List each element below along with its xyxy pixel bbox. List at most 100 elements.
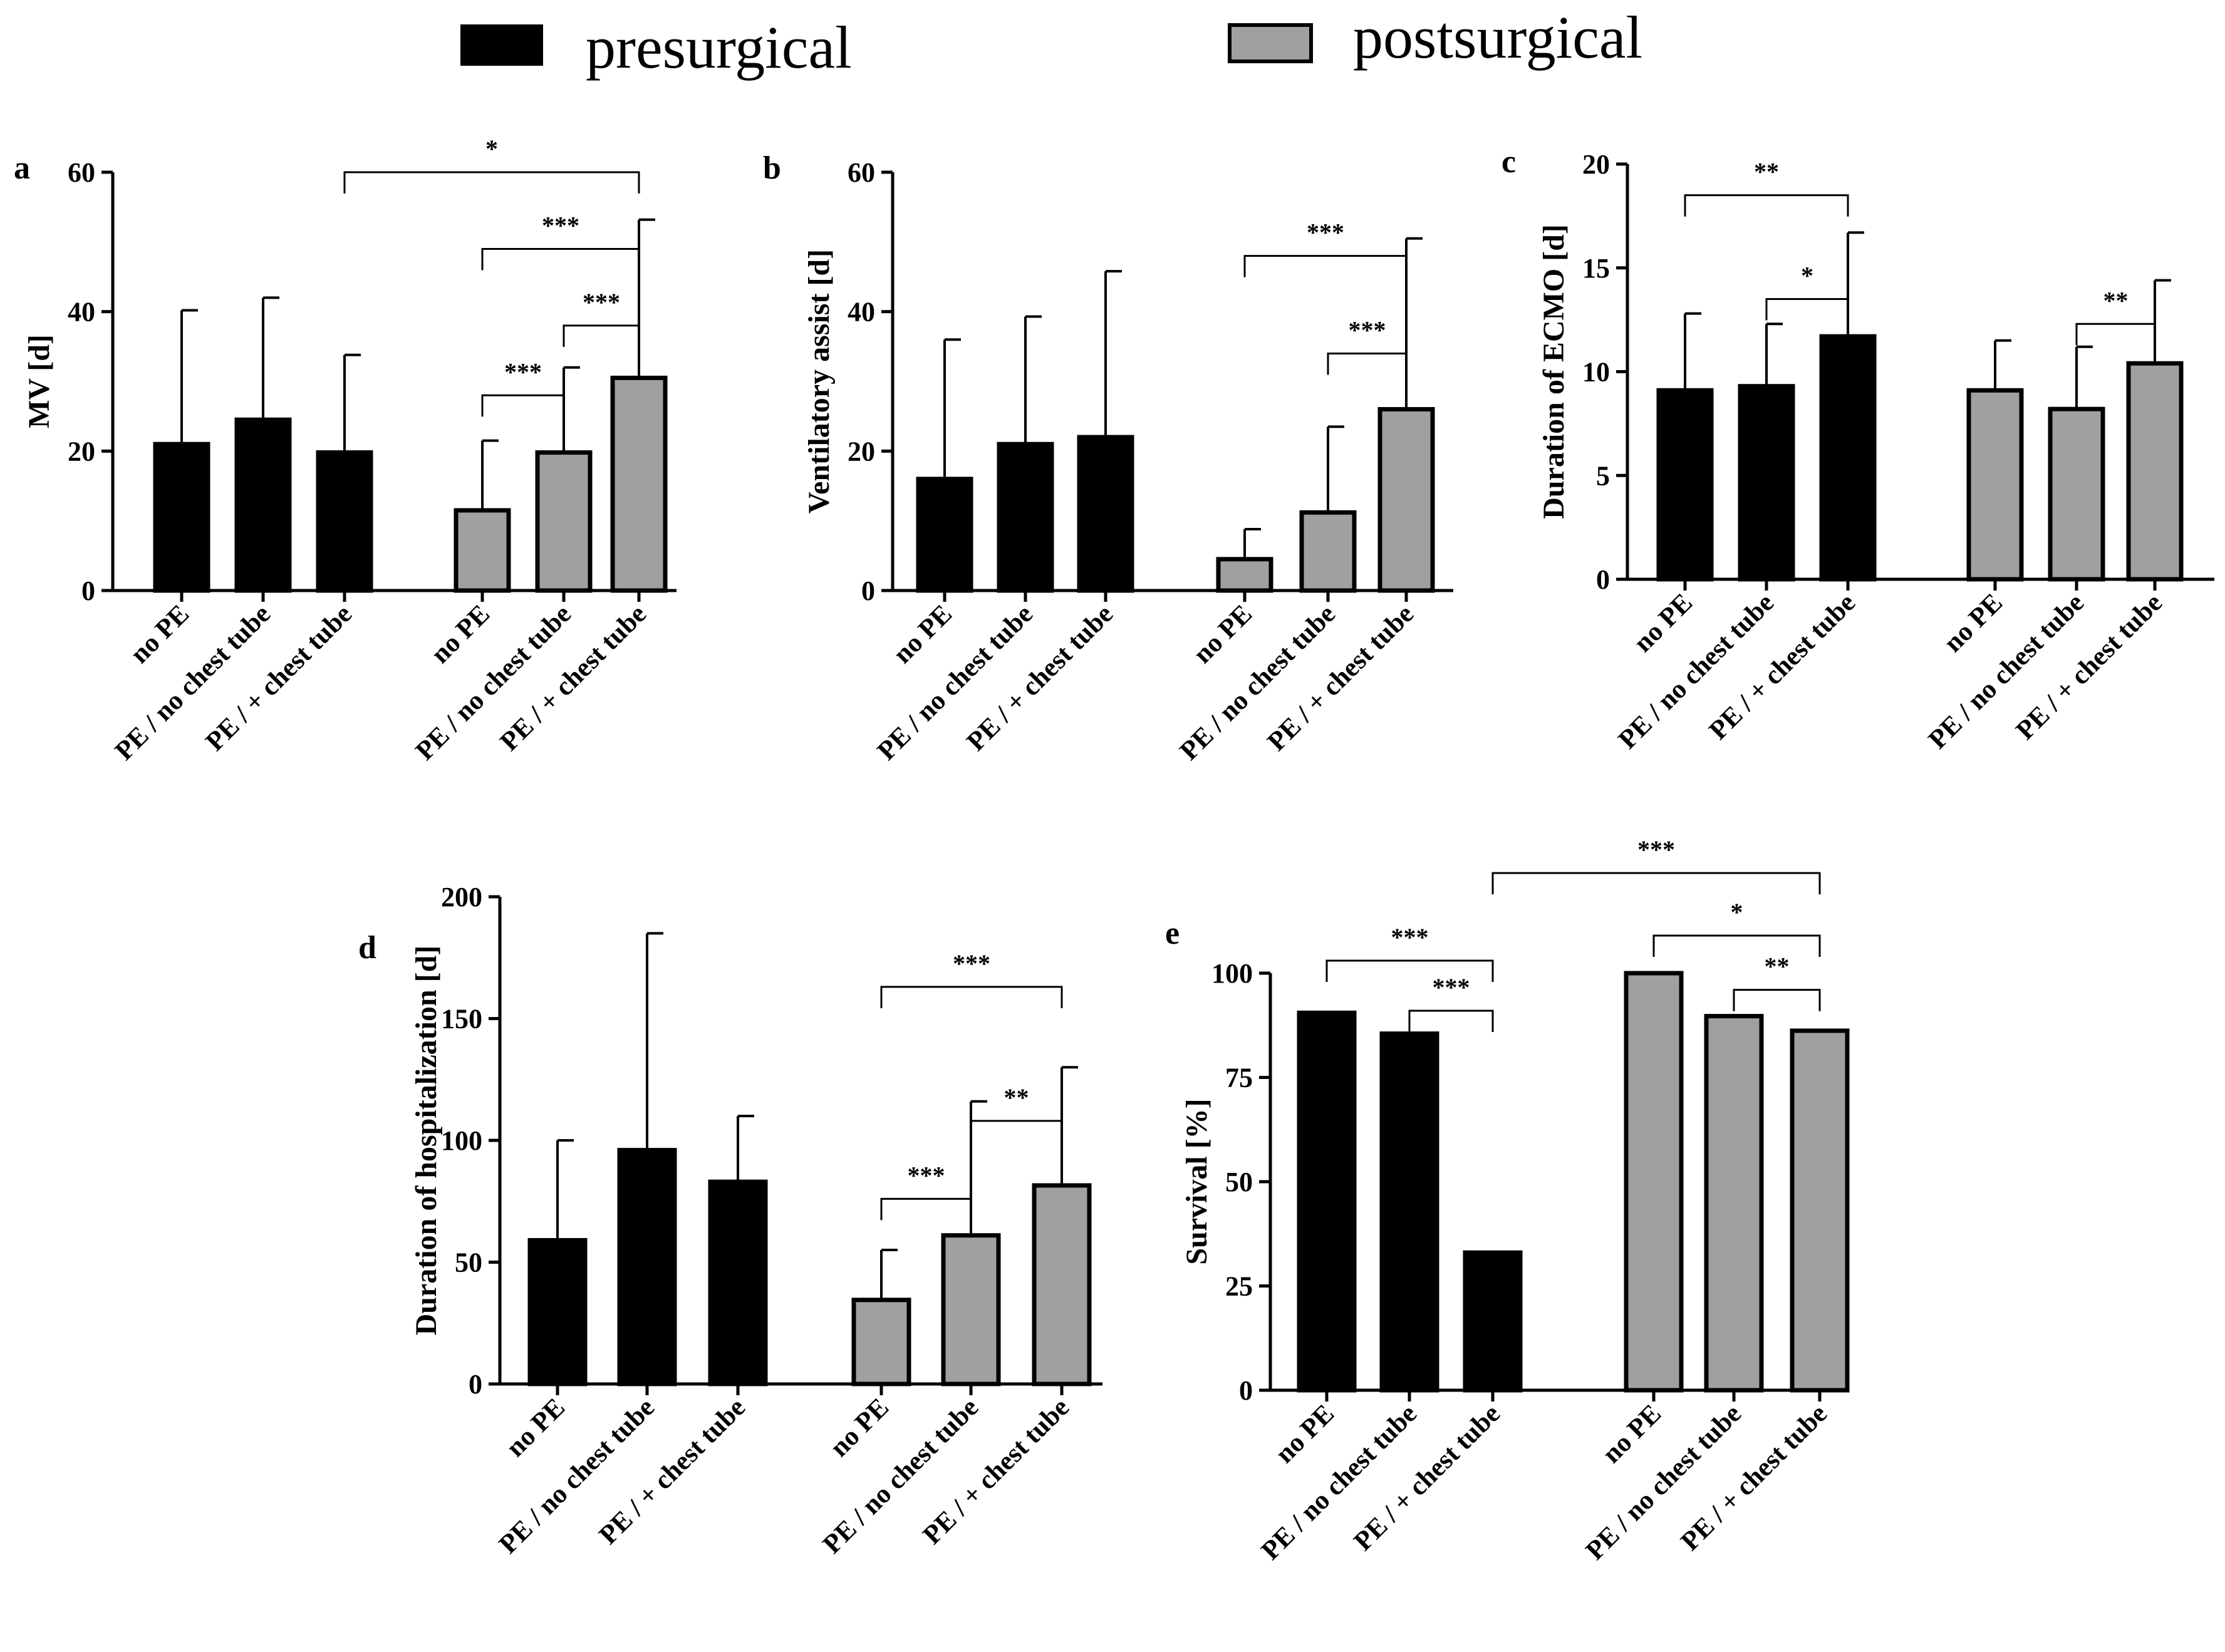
bracket-line [1408,1009,1494,1032]
bar-postsurgical [941,1233,1001,1386]
significance-label: *** [1391,923,1429,951]
bar-presurgical [708,1179,768,1386]
significance-bracket: *** [481,211,640,271]
y-tick-label: 100 [441,1125,482,1156]
significance-bracket: *** [1243,219,1408,277]
x-category-label: PE / no chest tube [1256,1399,1423,1566]
bar-postsurgical [2126,361,2184,582]
y-tick-label: 10 [1582,357,1610,388]
significance-label: *** [542,211,579,239]
bar-presurgical [153,441,210,593]
significance-label: ** [1765,952,1790,981]
significance-bracket: *** [880,1161,972,1221]
bracket-line [880,986,1063,1008]
y-axis-label: Ventilatory assist [d] [802,249,836,514]
x-category-label: no PE [1270,1399,1340,1469]
bar-presurgical [997,441,1054,593]
x-category-label: no PE [125,599,195,669]
significance-label: *** [1349,316,1386,344]
bracket-line [1491,872,1821,895]
bracket-line [1325,959,1494,983]
bar-presurgical [527,1237,588,1386]
significance-label: *** [504,358,542,386]
legend-label-postsurgical: postsurgical [1353,4,1642,71]
bracket-line [343,171,640,194]
y-tick-label: 40 [848,297,875,328]
x-category-label: no PE [1597,1399,1667,1469]
significance-bracket: ** [970,1083,1063,1142]
bar-postsurgical [610,375,668,593]
x-category-label: no PE [1938,588,2008,658]
y-tick-label: 50 [1225,1167,1253,1197]
bar-postsurgical [1377,407,1435,593]
significance-bracket: *** [1408,973,1494,1032]
significance-label: *** [583,288,620,316]
significance-label: *** [908,1161,945,1189]
bar-presurgical [1738,384,1795,582]
bracket-line [563,324,640,347]
bar-presurgical [1077,435,1134,593]
bar-presurgical [1379,1031,1439,1393]
y-tick-label: 50 [455,1247,482,1278]
significance-label: *** [1433,973,1470,1001]
x-category-label: no PE [888,599,958,669]
x-category-label: no PE [1628,588,1698,658]
y-axis-label: Duration of ECMO [d] [1537,224,1570,519]
y-tick-label: 0 [1596,564,1610,595]
bar-postsurgical [2048,406,2105,582]
bar-presurgical [1463,1250,1523,1393]
x-category-label: PE / + chest tube [1262,599,1419,757]
significance-bracket: * [1765,261,1849,321]
bracket-line [880,1197,972,1221]
bar-presurgical [916,477,973,593]
x-category-label: PE / + chest tube [1703,588,1861,746]
y-tick-label: 20 [1582,149,1610,180]
bracket-line [1652,934,1821,958]
bracket-line [1684,194,1849,217]
y-tick-label: 150 [441,1004,482,1035]
significance-bracket: * [343,135,640,194]
y-tick-label: 25 [1225,1271,1253,1302]
x-category-label: no PE [500,1393,571,1463]
significance-label: ** [2103,286,2129,314]
legend-label-presurgical: presurgical [586,14,852,81]
significance-label: *** [1307,219,1344,247]
bracket-line [481,247,640,271]
significance-bracket: *** [880,949,1063,1008]
y-tick-label: 60 [68,157,95,188]
legend-swatch-presurgical [460,24,543,66]
panel-letter: e [1165,916,1180,951]
panel-letter: c [1501,144,1516,180]
y-tick-label: 0 [861,576,875,606]
y-tick-label: 0 [81,576,95,606]
bar-postsurgical [535,450,593,593]
x-category-label: PE / + chest tube [961,599,1119,757]
x-category-label: PE / + chest tube [200,599,358,757]
y-tick-label: 15 [1582,253,1610,284]
significance-label: *** [953,949,990,978]
y-axis-label: MV [d] [23,334,56,428]
x-category-label: PE / no chest tube [494,1393,660,1559]
x-category-label: no PE [425,599,495,669]
y-axis-label: Survival [%] [1180,1098,1213,1264]
y-tick-label: 40 [68,297,95,328]
y-tick-label: 60 [848,157,875,188]
legend-swatch-postsurgical [1228,23,1313,63]
x-category-label: PE / no chest tube [1613,588,1780,755]
x-category-label: no PE [824,1393,895,1463]
bar-postsurgical [1966,388,2024,582]
significance-bracket: *** [1491,835,1821,895]
x-category-label: PE / + chest tube [2010,588,2168,746]
significance-bracket: *** [481,358,565,417]
panel-d: d 0 50 100 150 200 Duration of hospitalization… [358,882,1102,1559]
bar-postsurgical [1624,971,1684,1393]
panel-letter: d [358,930,376,966]
significance-label: * [1731,898,1743,926]
bar-postsurgical [1216,557,1273,593]
x-category-label: PE / no chest tube [110,599,276,766]
bracket-line [1243,255,1408,277]
significance-bracket: *** [1325,923,1494,983]
significance-label: ** [1004,1083,1029,1112]
